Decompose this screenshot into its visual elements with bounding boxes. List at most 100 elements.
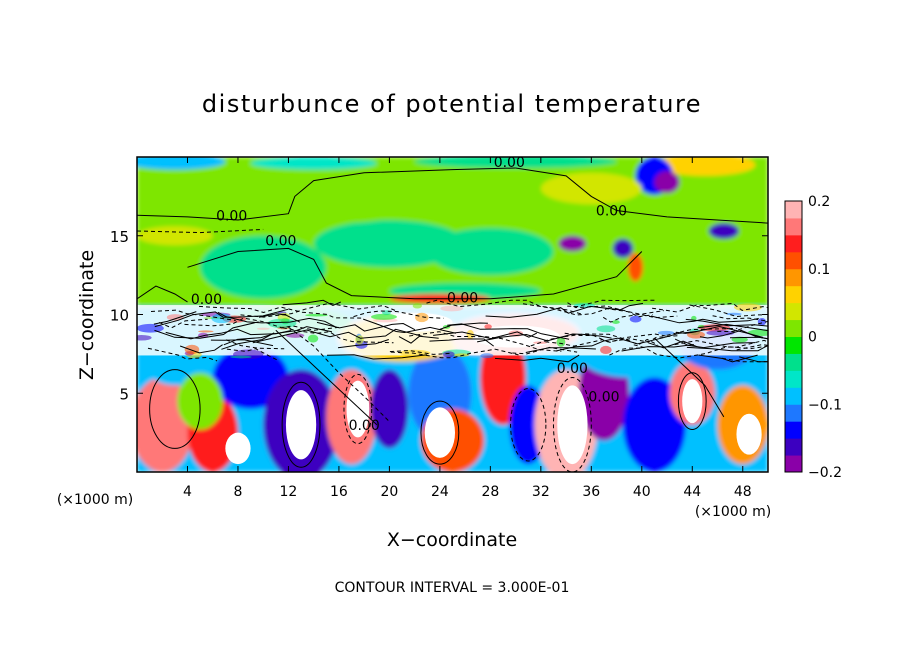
contour-line [409, 331, 562, 352]
field-patch [313, 220, 466, 268]
x-tick-label: 4 [183, 484, 192, 500]
field-core [424, 407, 456, 458]
field-patch [250, 157, 377, 170]
colorbar-swatch [785, 455, 802, 473]
field-patch [263, 185, 415, 224]
contour-line [652, 302, 768, 313]
field-patch [708, 223, 739, 239]
contour-line [226, 348, 279, 362]
contour-line [198, 305, 362, 319]
x-tick-label: 8 [233, 484, 242, 500]
x-tick-label: 12 [280, 484, 298, 500]
field-core [285, 390, 317, 460]
field-core [682, 379, 703, 424]
contour-line [555, 331, 697, 352]
field-core [225, 432, 251, 465]
contour-line [179, 344, 223, 354]
colorbar-swatch [785, 370, 802, 388]
contour-line [609, 347, 641, 356]
colorbar-swatch [785, 387, 802, 405]
field-patch [370, 369, 409, 449]
contour-line [494, 354, 580, 363]
colorbar-swatch [785, 336, 802, 354]
contour-line [697, 323, 768, 332]
contour-line [154, 308, 289, 328]
contour-line [275, 329, 378, 426]
colorbar-swatch [785, 421, 802, 439]
contour-label: 0.00 [494, 155, 525, 171]
field-patch [212, 346, 289, 409]
contour-line [515, 167, 768, 224]
x-tick-label: 16 [330, 484, 348, 500]
field-patch [612, 238, 633, 258]
contour-line [390, 348, 519, 359]
contour-line [736, 344, 768, 351]
field-patch [427, 227, 554, 276]
contour-labels: 0.000.000.000.000.000.000.000.000.00 [191, 155, 627, 434]
contour-line [698, 354, 758, 363]
colorbar-swatch [785, 404, 802, 422]
colorbar-swatch [785, 438, 802, 456]
contour-line [240, 302, 396, 318]
colorbar-swatch [785, 217, 802, 236]
x-tick-label: 20 [380, 484, 398, 500]
colorbar: 0.2 0.1 0 −0.1 −0.2 [784, 194, 842, 481]
contour-label: 0.00 [216, 208, 247, 224]
x-tick-label: 36 [582, 484, 600, 500]
x-tick-label: 40 [633, 484, 651, 500]
contour-line [210, 339, 274, 347]
contour-line [602, 310, 665, 323]
contour-line [674, 340, 768, 350]
colorbar-tick-label: −0.1 [808, 397, 842, 413]
contour-line [282, 299, 342, 307]
contour-line [685, 318, 768, 327]
y-axis-label: Z−coordinate [76, 250, 98, 380]
contour-line [739, 356, 768, 363]
contour-line [426, 299, 583, 315]
contour-line [147, 347, 218, 362]
colorbar-swatch [785, 251, 802, 270]
x-tick-label: 24 [431, 484, 449, 500]
contour-line [429, 338, 494, 347]
contour-line [282, 327, 394, 344]
contour-label: 0.00 [349, 418, 380, 434]
contour-line [633, 339, 768, 359]
colorbar-tick-label: 0.1 [808, 262, 830, 278]
contour-line [525, 347, 596, 353]
field-patch [200, 235, 327, 299]
field-core [557, 385, 588, 465]
contour-line [439, 322, 488, 330]
contour-interval-note: CONTOUR INTERVAL = 3.000E-01 [335, 580, 570, 596]
contour-label: 0.00 [588, 390, 619, 406]
field-patch [622, 377, 686, 472]
contour-line [567, 302, 678, 319]
contour-line [353, 310, 444, 319]
field-core [736, 413, 762, 455]
contour-line [699, 329, 768, 340]
x-axis: 4 8 12 16 20 24 28 32 36 40 44 48 [183, 157, 752, 500]
contour-line [137, 167, 516, 221]
colorbar-swatch [785, 319, 802, 337]
contour-line [686, 344, 768, 352]
field-core [346, 380, 370, 438]
contour-line [184, 317, 341, 331]
heatmap-field [137, 157, 768, 472]
contour-line [389, 349, 450, 355]
contour-line [252, 328, 423, 344]
contour-line [654, 337, 725, 418]
colorbar-swatch [785, 268, 802, 287]
contour-line [225, 339, 285, 350]
y-tick-label: 10 [110, 307, 129, 325]
contour-line [433, 331, 538, 340]
contour-line [165, 328, 292, 340]
field-patch [654, 171, 680, 194]
colorbar-swatch [785, 302, 802, 321]
contour-lines [137, 167, 768, 472]
x-tick-label: 28 [481, 484, 499, 500]
contour-line [420, 400, 460, 465]
contour-line [149, 369, 201, 449]
x-axis-unit: (×1000 m) [695, 504, 771, 520]
contour-line [137, 228, 264, 234]
contour-line [567, 299, 656, 308]
